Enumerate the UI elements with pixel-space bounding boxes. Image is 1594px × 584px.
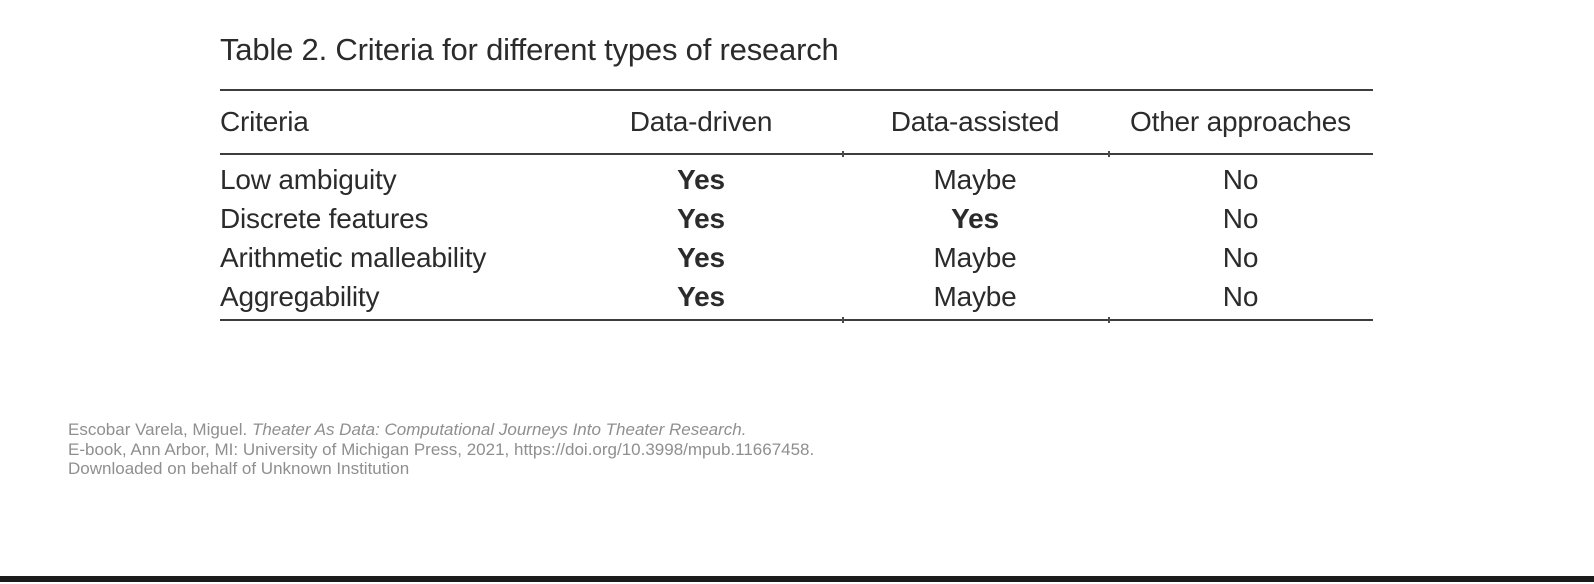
row-criteria-cell: Arithmetic malleability [220,242,487,274]
row-value-cell: Yes [677,242,725,274]
table-rule-top [220,89,1373,91]
row-criteria-cell: Discrete features [220,203,429,235]
table-rule-header [220,151,1373,157]
row-value-cell: Yes [677,164,725,196]
table-rule-bottom [220,317,1373,323]
column-header-other-approaches: Other approaches [1130,105,1351,137]
row-value-cell: Maybe [933,164,1017,196]
citation-line-publisher: E-book, Ann Arbor, MI: University of Mic… [68,439,815,459]
bottom-bar [0,576,1594,582]
row-criteria-cell: Aggregability [220,281,380,313]
table-row: Aggregability Yes Maybe No [220,278,1373,317]
citation-author: Escobar Varela, Miguel. [68,420,252,439]
table-row: Low ambiguity Yes Maybe No [220,161,1373,200]
column-header-data-driven: Data-driven [629,105,773,137]
row-criteria-cell: Low ambiguity [220,164,397,196]
row-value-cell: Maybe [933,281,1017,313]
column-divider-tick [1108,151,1110,157]
row-value-cell: Maybe [933,242,1017,274]
row-value-cell: No [1222,281,1259,313]
citation-line-author-title: Escobar Varela, Miguel. Theater As Data:… [68,420,814,440]
citation-line-downloaded: Downloaded on behalf of Unknown Institut… [68,459,410,478]
column-header-criteria: Criteria [220,105,309,137]
table-title: Table 2. Criteria for different types of… [220,32,839,67]
column-header-data-assisted: Data-assisted [890,105,1060,137]
row-value-cell: No [1222,164,1259,196]
column-divider-tick [1108,317,1110,323]
table-body: Low ambiguity Yes Maybe No Discrete features… [220,155,1373,319]
table-row: Arithmetic malleability Yes Maybe No [220,239,1373,278]
row-value-cell: Yes [677,281,725,313]
column-divider-tick [842,317,844,323]
row-value-cell: No [1222,242,1259,274]
citation: Escobar Varela, Miguel. Theater As Data:… [68,420,814,479]
row-value-cell: Yes [677,203,725,235]
row-value-cell: No [1222,203,1259,235]
table-block: Table 2. Criteria for different types of… [220,30,1373,323]
citation-book-title: Theater As Data: Computational Journeys … [251,420,747,439]
table-header-row: Criteria Data-driven Data-assisted Other… [220,91,1373,153]
column-divider-tick [842,151,844,157]
row-value-cell: Yes [951,203,999,235]
table-row: Discrete features Yes Yes No [220,200,1373,239]
